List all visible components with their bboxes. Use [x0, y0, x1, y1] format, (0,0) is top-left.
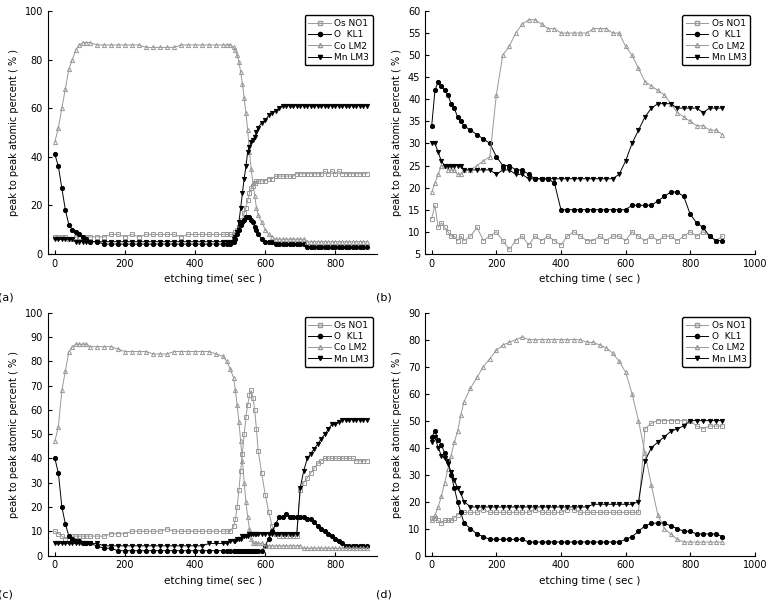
- Text: (a): (a): [0, 293, 14, 303]
- Y-axis label: peak to peak atomic percent ( % ): peak to peak atomic percent ( % ): [9, 49, 19, 216]
- X-axis label: etching time ( sec ): etching time ( sec ): [539, 576, 641, 586]
- Y-axis label: peak to peak atomic percent ( % ): peak to peak atomic percent ( % ): [9, 350, 19, 518]
- X-axis label: etching time( sec ): etching time( sec ): [163, 275, 262, 284]
- Text: (d): (d): [376, 589, 392, 600]
- Legend: Os NO1, O  KL1, Co LM2, Mn LM3: Os NO1, O KL1, Co LM2, Mn LM3: [682, 16, 750, 66]
- Legend: Os NO1, O  KL1, Co LM2, Mn LM3: Os NO1, O KL1, Co LM2, Mn LM3: [305, 16, 373, 66]
- Legend: Os NO1, O  KL1, Co LM2, Mn LM3: Os NO1, O KL1, Co LM2, Mn LM3: [305, 317, 373, 367]
- Text: (c): (c): [0, 589, 13, 600]
- Y-axis label: peak to peak atomic percent ( % ): peak to peak atomic percent ( % ): [392, 49, 402, 216]
- X-axis label: etching time ( sec ): etching time ( sec ): [539, 275, 641, 284]
- Legend: Os NO1, O  KL1, Co LM2, Mn LM3: Os NO1, O KL1, Co LM2, Mn LM3: [682, 317, 750, 367]
- Y-axis label: peak to peak atomic percent ( % ): peak to peak atomic percent ( % ): [392, 350, 402, 518]
- X-axis label: etching time( sec ): etching time( sec ): [163, 576, 262, 586]
- Text: (b): (b): [376, 293, 392, 303]
